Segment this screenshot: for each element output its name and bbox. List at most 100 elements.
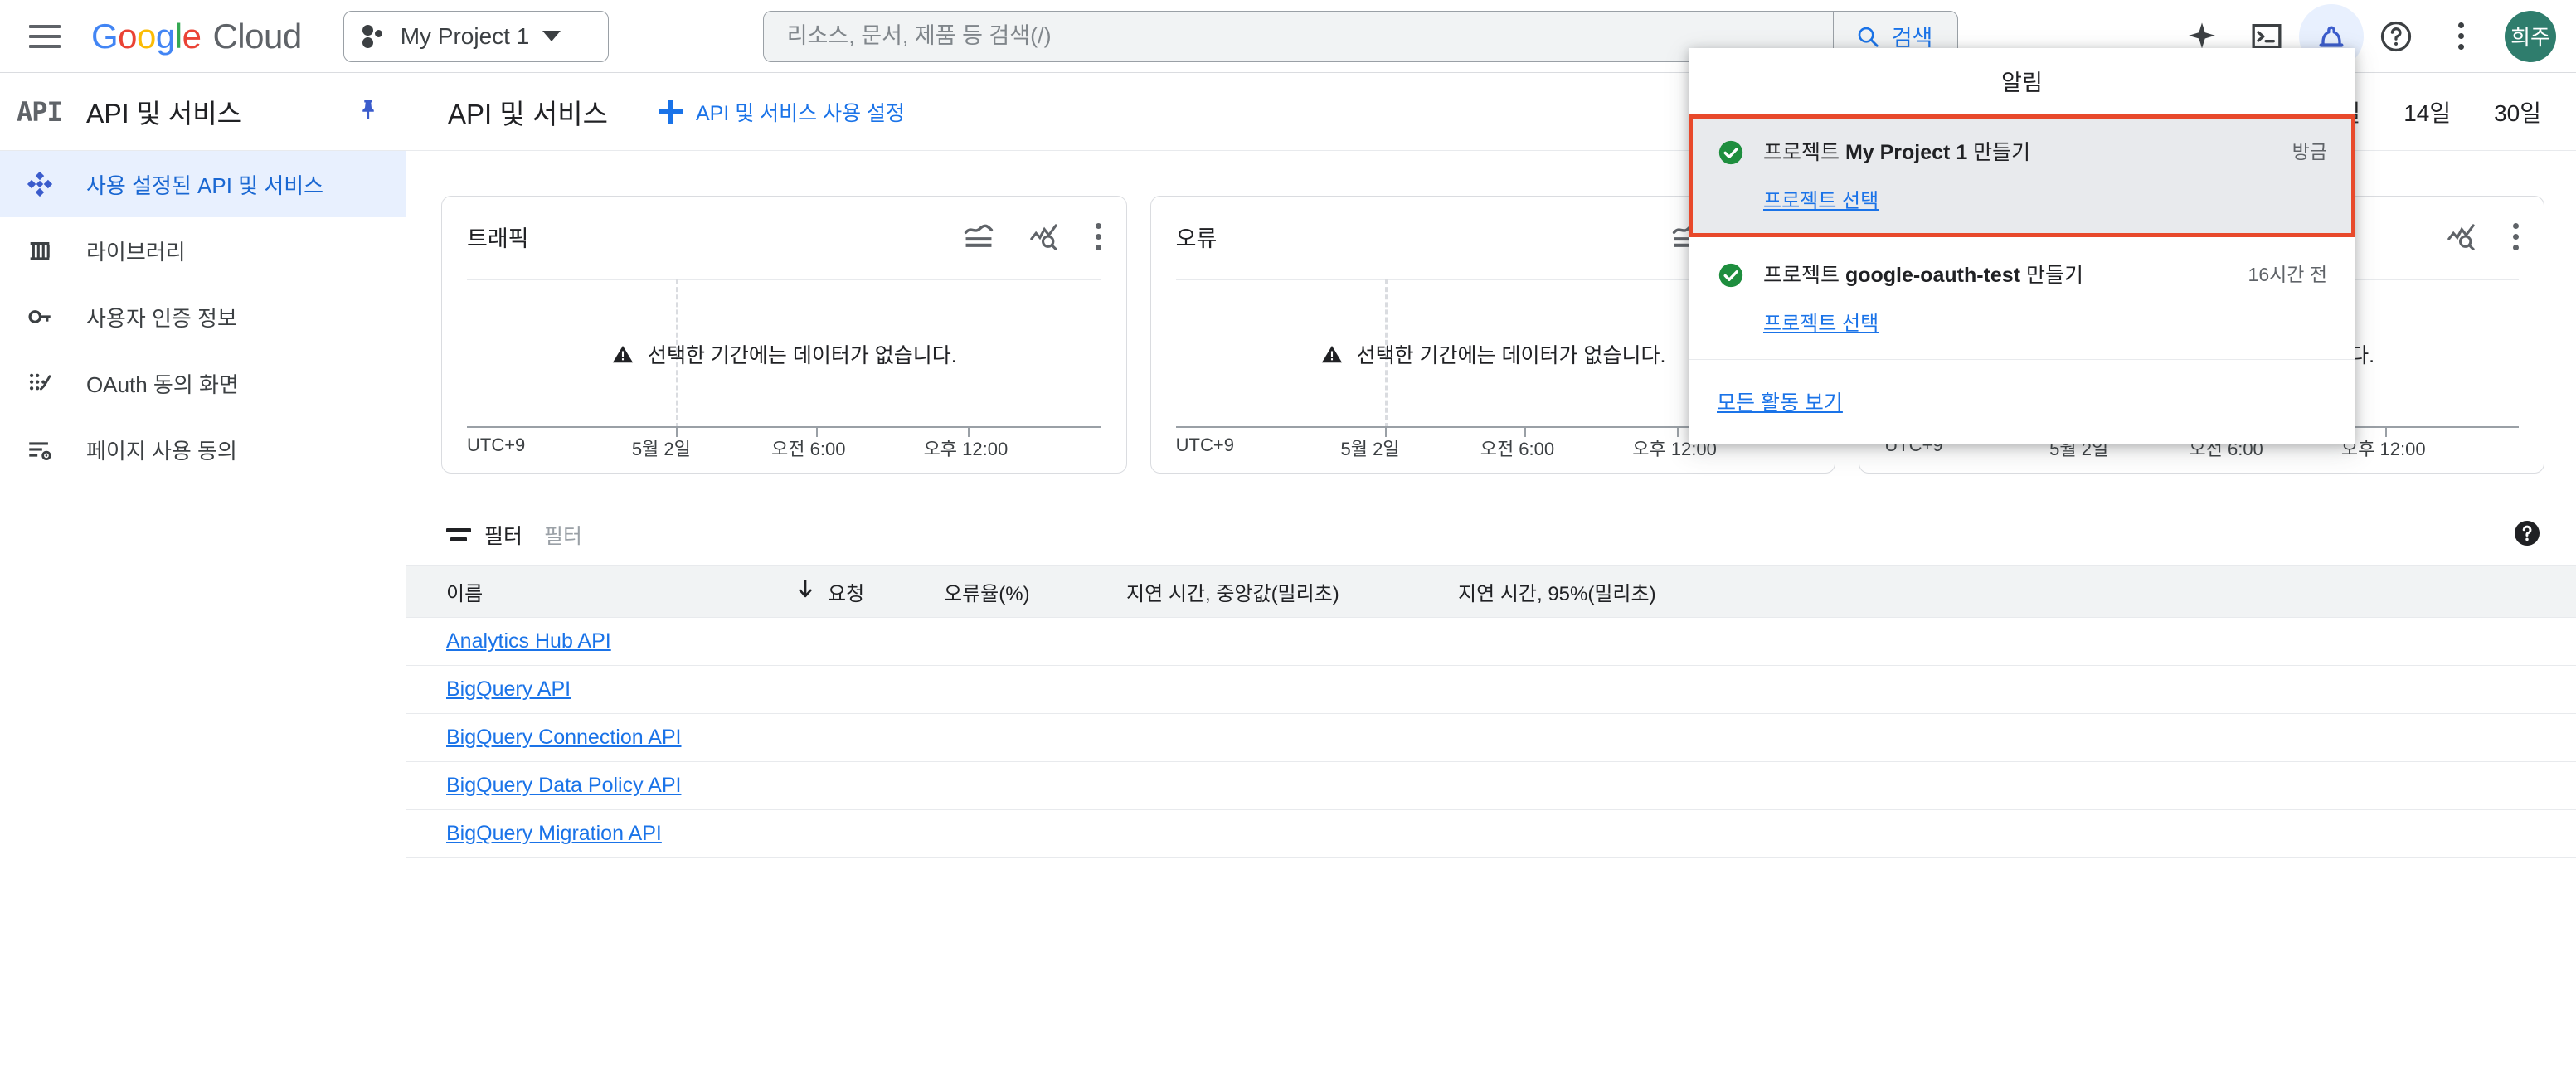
inspect-metric-icon[interactable] [1029,222,1061,250]
plus-icon [659,100,683,124]
x-tick-label: 오전 6:00 [771,439,846,459]
chart-empty-message: 선택한 기간에는 데이터가 없습니다. [647,343,957,367]
table-row[interactable]: BigQuery API [406,666,2576,714]
inspect-metric-icon[interactable] [2447,222,2478,250]
table-row[interactable]: BigQuery Connection API [406,714,2576,762]
column-header-error-rate[interactable]: 오류율(%) [944,582,1030,605]
sidebar-item-library[interactable]: 라이브러리 [0,217,406,284]
pin-icon[interactable] [356,97,381,126]
sidebar-item-oauth-consent[interactable]: OAuth 동의 화면 [0,350,406,416]
search-field-wrapper[interactable] [762,10,1833,62]
chart-empty-message: 선택한 기간에는 데이터가 없습니다. [1356,343,1666,367]
content-header: API 및 서비스 API 및 서비스 사용 설정 일 14일 30일 [406,73,2576,151]
api-glyph-icon: API [17,95,63,128]
warning-triangle-icon [1321,345,1342,362]
page-title: API 및 서비스 [448,98,608,129]
arrow-downward-icon [795,577,816,606]
filter-input[interactable]: 필터 [544,525,583,548]
notification-timestamp: 16시간 전 [2248,264,2327,285]
stacked-area-toggle-icon[interactable] [963,222,994,250]
x-tick-label: 오후 12:00 [923,439,1009,459]
enabled-apis-icon [17,170,63,198]
filter-bar: 필터 필터 [406,505,2576,565]
chart-card-traffic: 트래픽 [441,196,1127,474]
cloud-shell-terminal-icon[interactable] [2234,4,2299,69]
sidebar-item-label: 사용 설정된 API 및 서비스 [86,172,324,198]
date-range-14d[interactable]: 14일 [2403,100,2452,126]
sidebar-item-page-usage-agreement[interactable]: 페이지 사용 동의 [0,416,406,483]
project-selector[interactable]: My Project 1 [343,10,609,62]
view-all-activity-link[interactable]: 모든 활동 보기 [1717,391,1843,415]
column-header-requests[interactable]: 요청 [795,577,944,606]
filter-label: 필터 [484,525,523,548]
sidebar-item-label: 사용자 인증 정보 [86,305,237,331]
x-axis [467,426,1101,428]
sidebar: API API 및 서비스 사용 설정된 API 및 서비스 [0,73,406,1083]
column-header-latency-median[interactable]: 지연 시간, 중앙값(밀리초) [1126,582,1339,605]
warning-triangle-icon [612,345,634,362]
table-row[interactable]: BigQuery Migration API [406,810,2576,858]
sidebar-title: API 및 서비스 [86,98,242,129]
table-row[interactable]: Analytics Hub API [406,618,2576,666]
chart-title: 트래픽 [467,226,529,251]
page-usage-agreement-icon [17,435,63,464]
sidebar-item-label: OAuth 동의 화면 [86,372,239,397]
notifications-panel: 알림 프로젝트 My Project 1 만들기 방금 프로젝트 선택 프로젝 [1689,48,2355,444]
x-tick-label: 5월 2일 [1340,439,1400,459]
notification-item[interactable]: 프로젝트 google-oauth-test 만들기 16시간 전 프로젝트 선… [1689,237,2355,360]
column-header-latency-p95[interactable]: 지연 시간, 95%(밀리초) [1458,582,1656,605]
project-name: My Project 1 [400,22,530,49]
api-name-link[interactable]: BigQuery Migration API [446,822,662,845]
avatar[interactable]: 희주 [2505,10,2556,62]
api-table: 이름 요청 오류율(%) 지연 시간, 중앙값(밀리초) 지연 시간, 95%(… [406,565,2576,858]
chart-x-tick-labels: UTC+9 5월 2일 오전 6:00 오후 12:00 [467,435,1101,463]
sidebar-item-enabled-apis[interactable]: 사용 설정된 API 및 서비스 [0,151,406,217]
search-icon [1858,27,1879,47]
chevron-down-icon [542,31,561,41]
key-icon [17,303,63,331]
more-vert-icon[interactable] [2513,222,2520,250]
search-button-label: 검색 [1891,26,1933,51]
column-header-requests-label: 요청 [828,582,865,605]
help-circle-icon[interactable] [2364,4,2428,69]
check-circle-icon [1717,259,1763,336]
chart-plot-area: 선택한 기간에는 데이터가 없습니다. [1175,279,1810,437]
filter-list-icon [446,528,471,542]
api-name-link[interactable]: BigQuery Data Policy API [446,774,682,797]
library-icon [17,236,63,265]
select-project-link[interactable]: 프로젝트 선택 [1763,190,1879,212]
x-tick-label: 오전 6:00 [1480,439,1555,459]
table-row[interactable]: BigQuery Data Policy API [406,762,2576,810]
notification-text: 프로젝트 google-oauth-test 만들기 [1763,264,2083,287]
table-header-row: 이름 요청 오류율(%) 지연 시간, 중앙값(밀리초) 지연 시간, 95%(… [406,565,2576,618]
search-input[interactable] [786,23,1833,49]
enable-apis-button[interactable]: API 및 서비스 사용 설정 [659,97,905,127]
sidebar-item-label: 페이지 사용 동의 [86,438,237,464]
notification-timestamp: 방금 [2292,141,2327,163]
hamburger-icon[interactable] [20,12,70,61]
x-tick-label: UTC+9 [1175,435,1234,455]
filter-button[interactable]: 필터 [446,520,522,550]
help-filled-icon[interactable] [2513,519,2541,551]
date-range-30d[interactable]: 30일 [2494,100,2541,126]
api-name-link[interactable]: BigQuery Connection API [446,726,682,749]
project-dots-icon [362,24,387,49]
chart-plot-area: 선택한 기간에는 데이터가 없습니다. [467,279,1101,437]
more-vert-icon[interactable] [2428,4,2493,69]
sidebar-item-credentials[interactable]: 사용자 인증 정보 [0,284,406,350]
notification-item[interactable]: 프로젝트 My Project 1 만들기 방금 프로젝트 선택 [1689,114,2355,237]
chart-empty-state: 선택한 기간에는 데이터가 없습니다. [467,339,1101,369]
cloud-wordmark: Cloud [212,16,302,56]
api-name-link[interactable]: Analytics Hub API [446,629,611,653]
notifications-panel-title: 알림 [1689,48,2355,114]
sidebar-item-label: 라이브러리 [86,239,186,265]
check-circle-icon [1717,136,1763,213]
gemini-spark-icon[interactable] [2170,4,2234,69]
now-marker-line [1385,279,1388,428]
select-project-link[interactable]: 프로젝트 선택 [1763,313,1879,335]
more-vert-icon[interactable] [1095,222,1101,250]
x-tick-label: UTC+9 [467,435,526,455]
api-name-link[interactable]: BigQuery API [446,677,571,701]
column-header-name[interactable]: 이름 [446,582,484,605]
